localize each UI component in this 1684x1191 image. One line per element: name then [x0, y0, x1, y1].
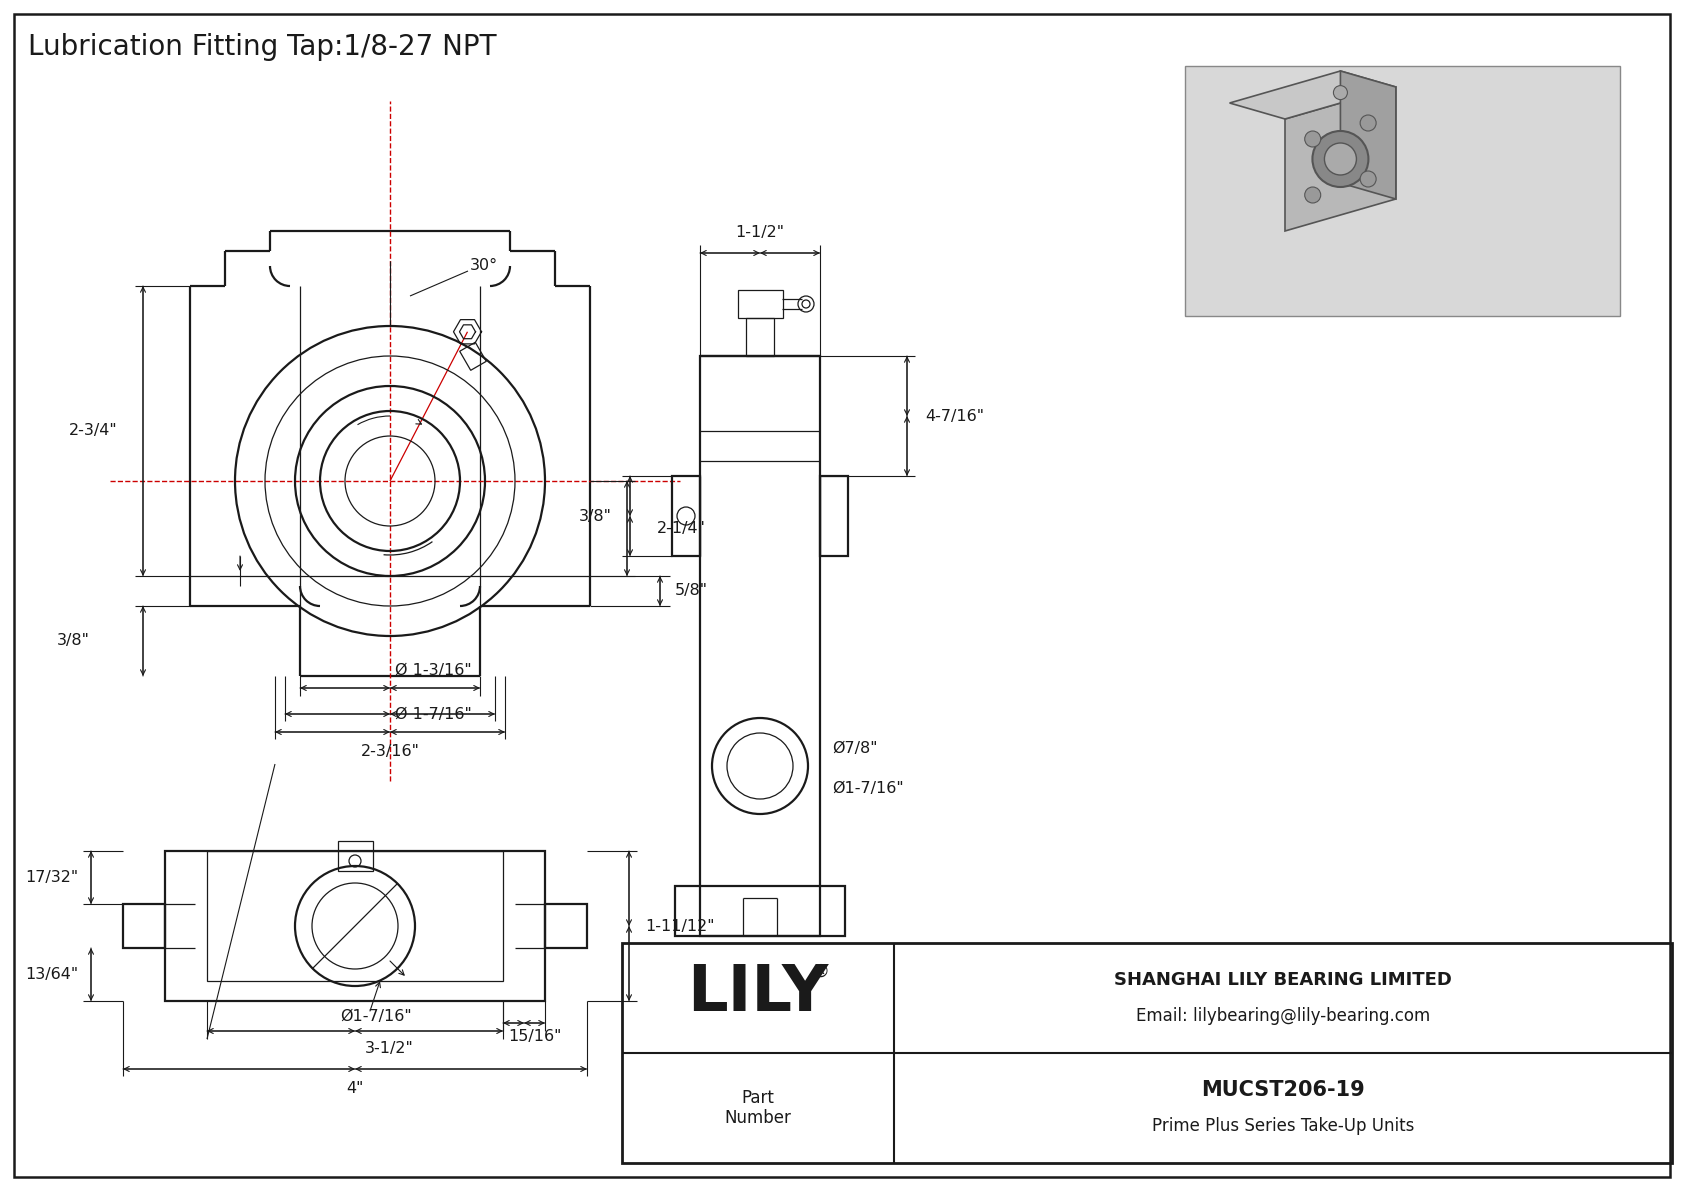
Text: 13/64": 13/64"	[25, 967, 77, 983]
Bar	[820, 476, 849, 556]
Bar	[746, 318, 775, 356]
Text: 1-11/12": 1-11/12"	[645, 918, 714, 934]
Bar	[207, 852, 504, 981]
Text: 3/8": 3/8"	[57, 634, 89, 649]
Circle shape	[1312, 131, 1369, 187]
Text: SHANGHAI LILY BEARING LIMITED: SHANGHAI LILY BEARING LIMITED	[1115, 971, 1452, 989]
Text: 4-7/16": 4-7/16"	[925, 409, 983, 424]
Text: 2-1/4": 2-1/4"	[657, 520, 706, 536]
Text: 3-1/2": 3-1/2"	[365, 1041, 414, 1056]
Text: 3/8": 3/8"	[579, 509, 611, 524]
Bar	[338, 841, 372, 871]
Bar	[701, 356, 820, 936]
Circle shape	[1305, 187, 1320, 202]
Text: 4": 4"	[347, 1081, 364, 1096]
Bar	[621, 943, 1672, 1162]
Bar	[165, 852, 546, 1000]
Text: 2-3/16": 2-3/16"	[360, 744, 419, 759]
Polygon shape	[1285, 87, 1396, 231]
Text: 30°: 30°	[470, 258, 498, 274]
Bar	[738, 289, 783, 318]
Text: 5/8": 5/8"	[675, 584, 707, 599]
Circle shape	[1305, 131, 1320, 146]
Text: ®: ®	[812, 964, 829, 981]
Text: LILY: LILY	[687, 962, 829, 1024]
Circle shape	[1334, 86, 1347, 100]
Text: Ø 1-7/16": Ø 1-7/16"	[396, 706, 472, 722]
Text: 15/16": 15/16"	[509, 1029, 561, 1043]
Text: Email: lilybearing@lily-bearing.com: Email: lilybearing@lily-bearing.com	[1137, 1008, 1430, 1025]
Text: Ø7/8": Ø7/8"	[832, 741, 877, 755]
Polygon shape	[1229, 71, 1396, 119]
Bar	[546, 904, 588, 948]
Text: Ø1-7/16": Ø1-7/16"	[832, 780, 904, 796]
Text: Ø1-7/16": Ø1-7/16"	[340, 1009, 411, 1023]
Polygon shape	[1340, 71, 1396, 199]
Text: 1-1/2": 1-1/2"	[736, 225, 785, 241]
Circle shape	[1324, 143, 1356, 175]
Circle shape	[1361, 116, 1376, 131]
Bar	[672, 476, 701, 556]
Circle shape	[1361, 172, 1376, 187]
Text: Prime Plus Series Take-Up Units: Prime Plus Series Take-Up Units	[1152, 1117, 1415, 1135]
Text: MUCST206-19: MUCST206-19	[1201, 1080, 1364, 1100]
Text: Part
Number: Part Number	[724, 1089, 791, 1128]
Text: Lubrication Fitting Tap:1/8-27 NPT: Lubrication Fitting Tap:1/8-27 NPT	[29, 33, 497, 61]
Bar	[675, 886, 845, 936]
Bar	[1186, 66, 1620, 316]
Text: 17/32": 17/32"	[25, 869, 77, 885]
Text: Ø 1-3/16": Ø 1-3/16"	[396, 663, 472, 678]
Text: 2-3/4": 2-3/4"	[69, 424, 116, 438]
Bar	[123, 904, 165, 948]
